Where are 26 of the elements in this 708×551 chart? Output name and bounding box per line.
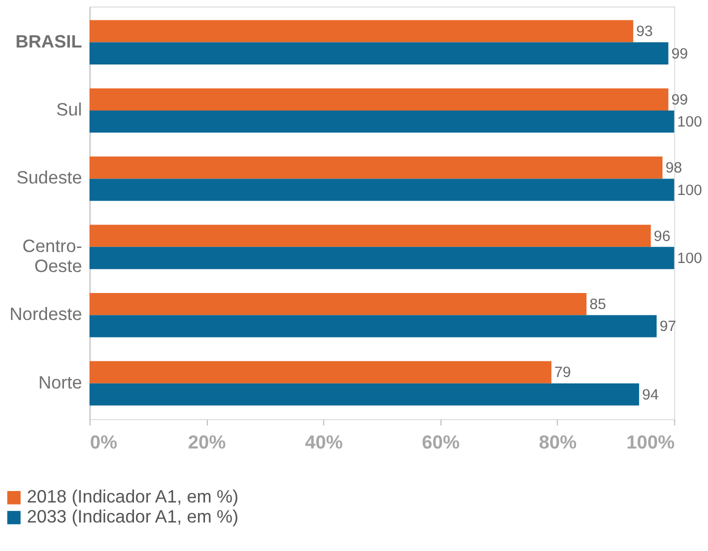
data-label: 100 <box>677 250 702 267</box>
data-label: 93 <box>636 24 653 40</box>
y-tick-label: Norte <box>38 372 82 392</box>
x-tick-label: 20% <box>188 432 226 454</box>
legend-label: 2018 (Indicador A1, em %) <box>26 486 238 507</box>
y-tick-label: BRASIL <box>15 31 82 52</box>
legend-label: 2033 (Indicador A1, em %) <box>26 506 238 527</box>
x-tick-label: 100% <box>626 432 675 454</box>
data-label: 79 <box>554 365 571 382</box>
y-tick-label: Centro-Oeste <box>22 236 82 276</box>
y-tick-label: Sul <box>56 99 82 120</box>
data-label: 100 <box>677 114 702 131</box>
y-tick-label: Nordeste <box>10 304 82 324</box>
data-label: 94 <box>642 387 659 404</box>
x-tick-label: 80% <box>538 432 577 454</box>
data-label: 97 <box>660 319 676 336</box>
x-tick-label: 0% <box>90 432 118 454</box>
data-label: 96 <box>654 228 670 245</box>
data-label: 100 <box>677 182 702 199</box>
data-label: 98 <box>665 160 682 177</box>
data-label: 85 <box>589 297 606 314</box>
y-tick-label: Sudeste <box>16 168 82 188</box>
x-tick-label: 40% <box>304 432 343 454</box>
data-label: 99 <box>671 92 688 108</box>
data-label: 99 <box>671 46 688 62</box>
x-tick-label: 60% <box>422 432 460 454</box>
